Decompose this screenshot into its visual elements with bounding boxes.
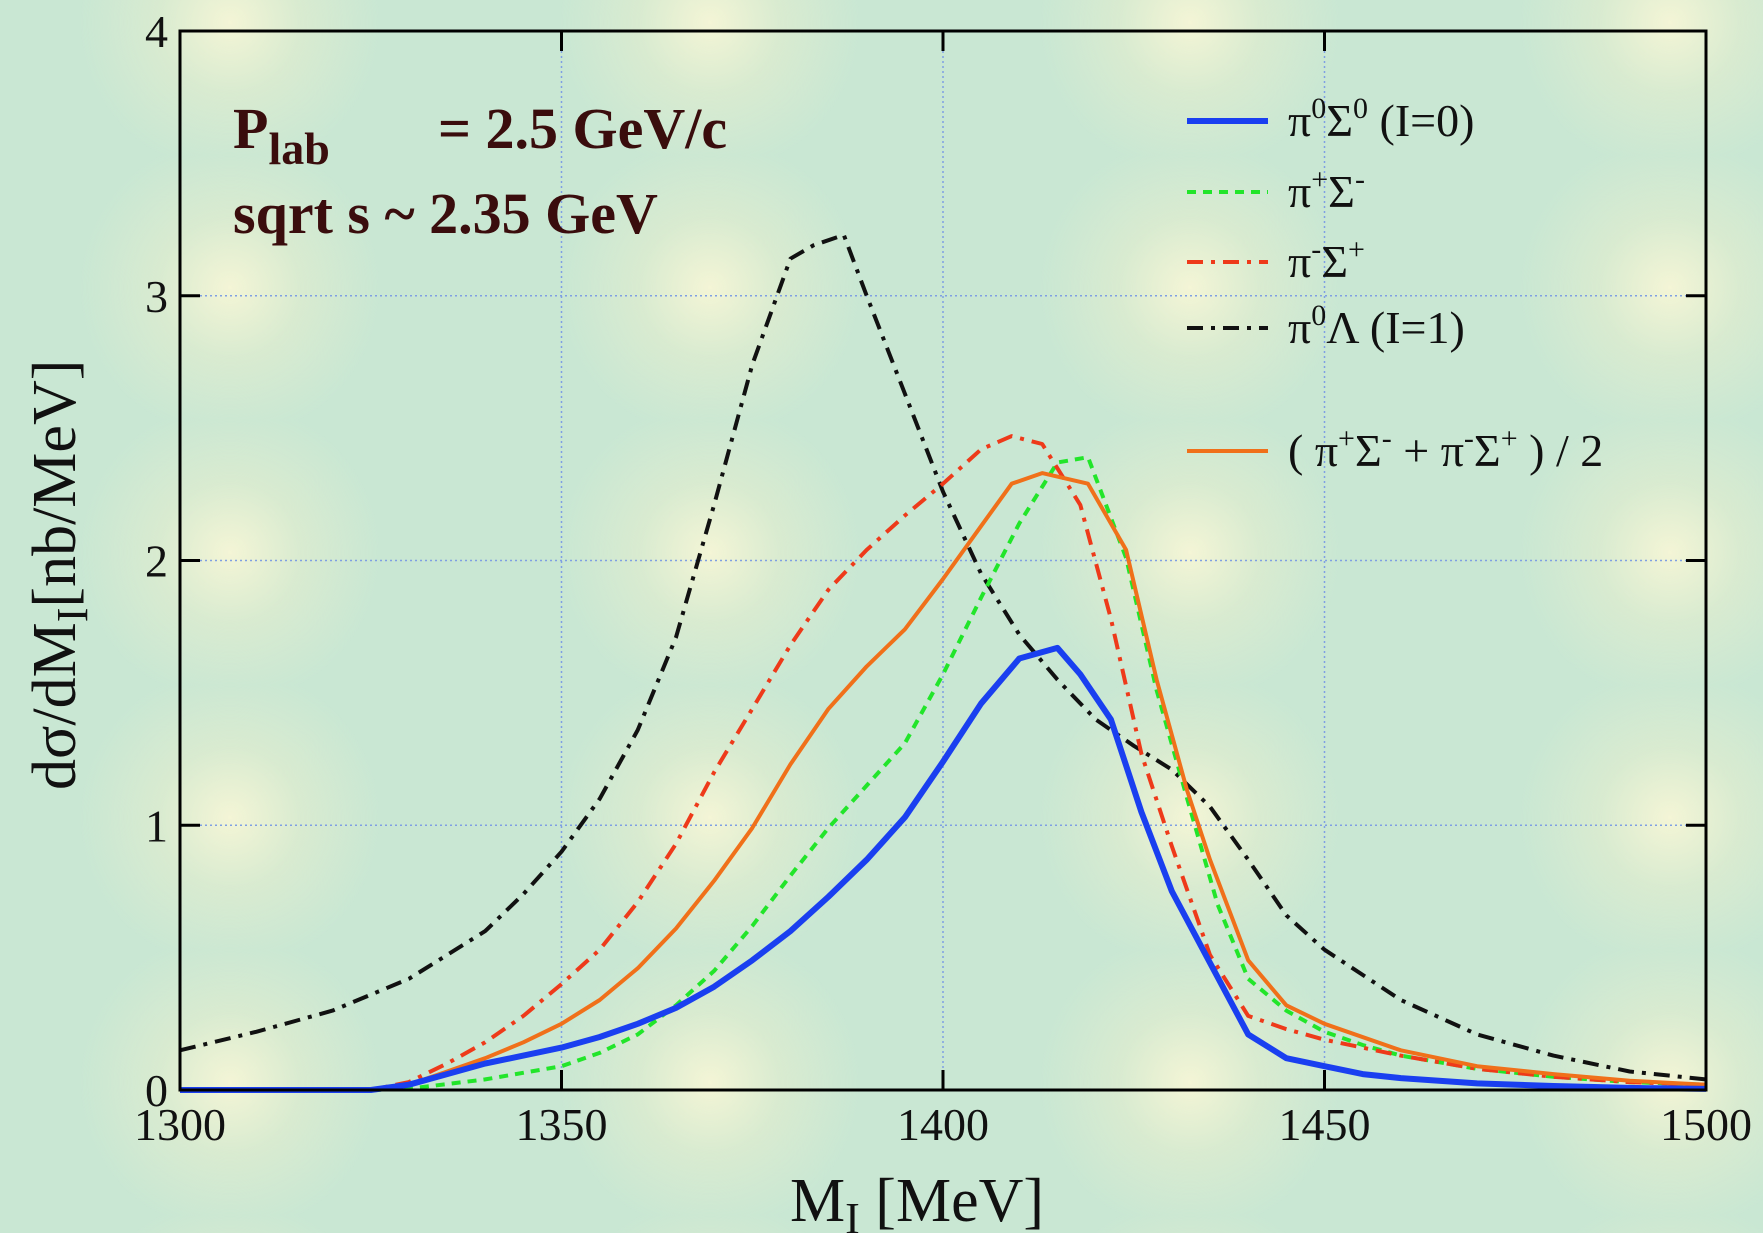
legend-label-piminus_sigmaplus: π-Σ+ <box>1288 233 1365 287</box>
series-line-piminus_sigmaplus <box>180 434 1707 1092</box>
legend-superscript: - <box>1382 422 1392 455</box>
series-line-pi0sigma0 <box>180 644 1707 1093</box>
legend-label-pi0lambda: π0Λ (I=1) <box>1288 299 1465 353</box>
legend-superscript: - <box>1311 233 1321 266</box>
y-tick-label: 3 <box>145 271 168 322</box>
legend-label-pi0sigma0: π0Σ0 (I=0) <box>1288 92 1474 146</box>
legend-text: (I=1) <box>1358 302 1464 353</box>
legend-text: π <box>1288 166 1311 217</box>
x-axis-title-unit: [MeV] <box>860 1167 1044 1233</box>
y-tick-label: 1 <box>145 800 168 851</box>
legend-text: ) / 2 <box>1518 425 1604 476</box>
legend-superscript: - <box>1464 422 1474 455</box>
x-tick-label: 1400 <box>897 1099 989 1150</box>
legend-text: π <box>1288 95 1311 146</box>
legend-superscript: 0 <box>1311 299 1326 332</box>
legend-superscript: + <box>1338 422 1355 455</box>
legend-text: Σ <box>1474 425 1501 476</box>
x-axis-title-sub: I <box>845 1194 860 1233</box>
legend-text: Σ <box>1328 166 1355 217</box>
annotation-plab: Plab = 2.5 GeV/c <box>233 96 727 174</box>
legend-superscript: + <box>1501 422 1518 455</box>
y-axis-title-main: dσ/dM <box>21 622 89 790</box>
x-axis-title-m: M <box>790 1167 845 1233</box>
x-tick-label: 1350 <box>516 1099 608 1150</box>
legend-superscript: - <box>1355 163 1365 196</box>
y-tick-label: 2 <box>145 536 168 587</box>
legend-superscript: 0 <box>1353 92 1368 125</box>
axis-ticks: 1300 1350 1400 1450 1500 0 1 2 3 4 <box>134 6 1752 1150</box>
legend-text: π <box>1288 302 1311 353</box>
y-axis-title-unit: [nb/MeV] <box>21 360 89 608</box>
legend-text: Λ <box>1326 302 1359 353</box>
x-tick-label: 1300 <box>134 1099 226 1150</box>
grid-lines <box>180 31 1706 1090</box>
legend-superscript: 0 <box>1311 92 1326 125</box>
y-tick-label: 4 <box>145 6 168 57</box>
annotation-plab-value: = 2.5 GeV/c <box>438 96 727 161</box>
legend-label-average: ( π+Σ- + π-Σ+ ) / 2 <box>1288 422 1603 476</box>
legend-text: + π <box>1392 425 1464 476</box>
legend-text: Σ <box>1355 425 1382 476</box>
annotation-sqrt-s: sqrt s ~ 2.35 GeV <box>233 181 658 246</box>
legend-label-piplus_sigmaminus: π+Σ- <box>1288 163 1365 217</box>
legend: π0Σ0 (I=0)π+Σ-π-Σ+π0Λ (I=1)( π+Σ- + π-Σ+… <box>1187 92 1603 476</box>
legend-superscript: + <box>1348 233 1365 266</box>
y-axis-title: dσ/dMI[nb/MeV] <box>21 360 97 790</box>
legend-text: π <box>1288 236 1311 287</box>
x-axis-title: MI [MeV] <box>790 1167 1044 1233</box>
y-axis-title-sub: I <box>48 608 97 623</box>
legend-text: Σ <box>1326 95 1353 146</box>
series-layer <box>179 232 1707 1093</box>
x-tick-label: 1450 <box>1279 1099 1371 1150</box>
legend-text: Σ <box>1321 236 1348 287</box>
x-tick-label: 1500 <box>1660 1099 1752 1150</box>
series-line-average <box>180 471 1707 1092</box>
legend-superscript: + <box>1311 163 1328 196</box>
y-tick-label: 0 <box>145 1065 168 1116</box>
annotation-plab-subscript: lab <box>268 123 329 174</box>
annotation-plab-symbol: P <box>233 96 268 161</box>
legend-text: ( π <box>1288 425 1338 476</box>
series-line-pi0lambda <box>179 232 1707 1082</box>
legend-text: (I=0) <box>1368 95 1474 146</box>
